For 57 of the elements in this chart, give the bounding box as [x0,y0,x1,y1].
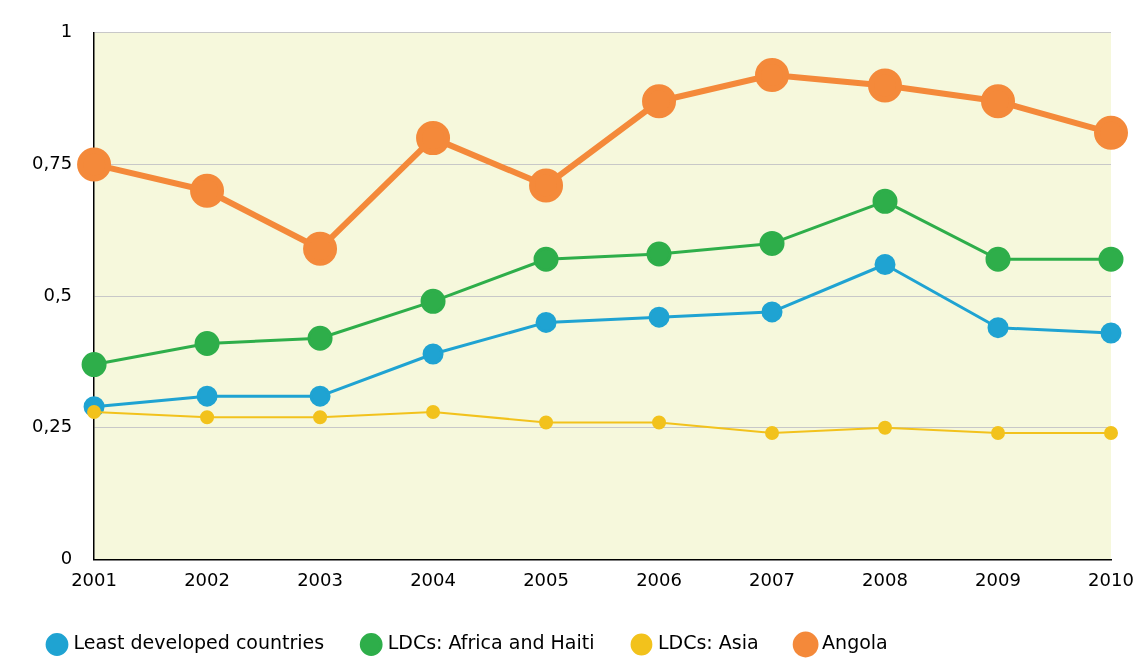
point [652,415,667,430]
y-tick-label: 0,5 [43,283,73,305]
point [313,410,328,425]
x-tick-label: 2005 [523,568,569,590]
point [422,343,444,365]
point [420,288,446,314]
point [759,230,785,256]
x-tick-label: 2004 [410,568,456,590]
point [77,147,112,182]
point [991,426,1006,441]
point [190,173,225,208]
x-tick-label: 2006 [636,568,682,590]
point [1098,246,1124,272]
point [200,410,215,425]
y-tick-label: 0 [60,547,73,569]
point [416,121,451,156]
point [533,246,559,272]
legend-label: LDCs: Asia [657,631,759,654]
x-tick-label: 2003 [297,568,343,590]
point [872,188,898,214]
point [81,352,107,378]
point [1094,115,1128,150]
point [755,57,790,92]
x-tick-label: 2001 [71,568,117,590]
point [761,301,783,323]
point [878,420,893,435]
point [648,306,670,328]
point [529,168,564,203]
x-tick-label: 2009 [975,568,1021,590]
point [309,385,331,407]
x-tick-label: 2007 [749,568,795,590]
point [539,415,554,430]
point [307,325,333,351]
point [874,254,896,275]
point [646,241,672,267]
point [1104,426,1118,441]
y-tick-label: 0,75 [32,152,73,174]
x-tick-label: 2002 [184,568,230,590]
point [868,68,903,103]
legend-label: LDCs: Africa and Haiti [387,631,595,654]
point [194,330,220,356]
y-tick-label: 0,25 [32,415,73,437]
point [1100,322,1122,344]
x-tick-label: 2010 [1088,568,1134,590]
point [303,231,338,266]
y-tick-label: 1 [60,20,73,42]
point [196,385,218,407]
point [987,317,1009,339]
point [985,246,1011,272]
x-tick-label: 2008 [862,568,908,590]
point [535,311,557,333]
legend-label: Angola [822,631,888,654]
legend-label: Least developed countries [73,631,325,654]
point [981,84,1016,119]
point [765,426,780,441]
point [642,84,677,119]
point [426,404,441,419]
